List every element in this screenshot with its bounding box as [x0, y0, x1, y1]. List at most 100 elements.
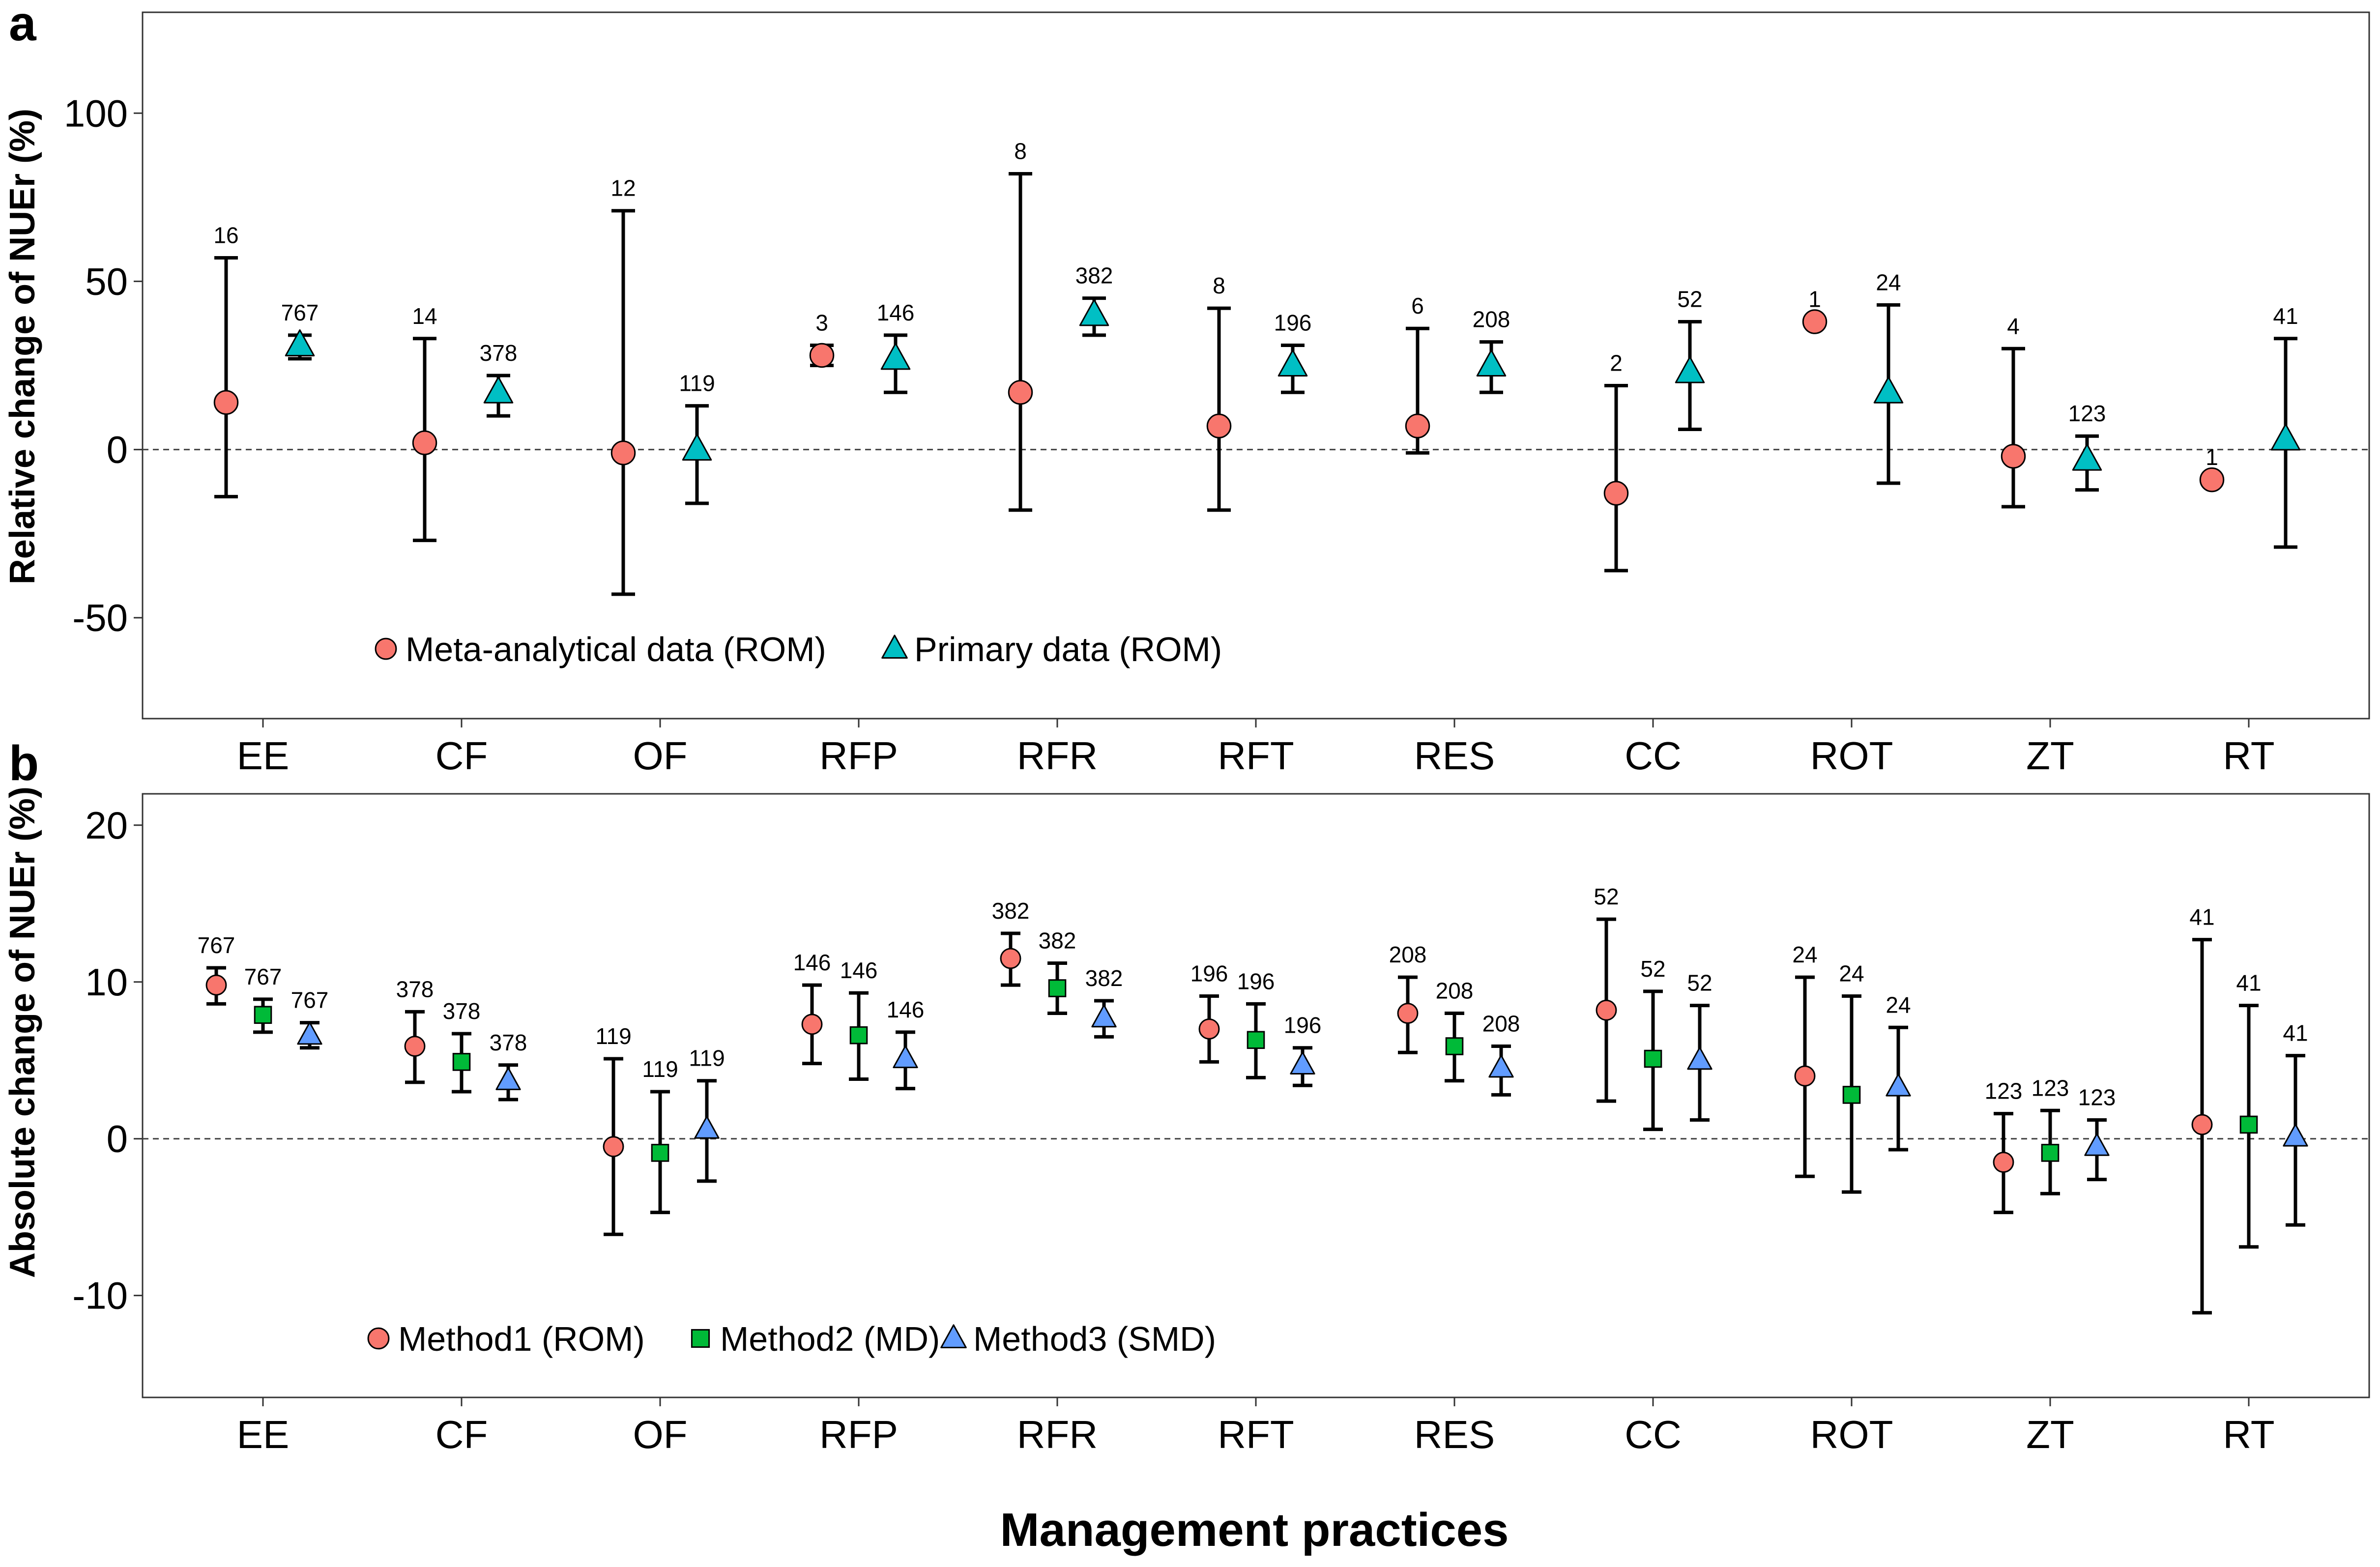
panel-b-data-point [495, 1067, 521, 1090]
panel-a-data-point [682, 434, 712, 461]
panel-a-xtick-label: RFR [1017, 734, 1098, 778]
panel-b-sample-size-label: 382 [992, 898, 1030, 924]
panel-b-data-point [254, 1006, 272, 1024]
panel-a-sample-size-label: 12 [610, 175, 636, 201]
panel-b-sample-size-label: 119 [642, 1056, 678, 1082]
panel-b-sample-size-label: 24 [1839, 960, 1864, 986]
panel-a-sample-size-label: 378 [480, 340, 518, 366]
panel-b-xtick-label: OF [633, 1413, 687, 1456]
x-axis-label: Management practices [1000, 1504, 1509, 1556]
panel-b-legend-key [940, 1324, 967, 1348]
panel-a-data-point [1277, 349, 1308, 377]
panel-b-sample-size-label: 378 [490, 1030, 527, 1055]
panel-a-sample-size-label: 8 [1213, 273, 1225, 298]
panel-a-legend-label: Meta-analytical data (ROM) [406, 630, 826, 668]
panel-a-data-point [1603, 481, 1629, 506]
panel-a-sample-size-label: 123 [2068, 401, 2106, 426]
panel-b-ytick-label: -10 [72, 1274, 128, 1317]
panel-b-legend-label: Method1 (ROM) [398, 1320, 645, 1358]
panel-a-sample-size-label: 2 [1610, 350, 1623, 376]
panel-a-xtick-label: RFT [1218, 734, 1294, 778]
panel-b-xtick-label: CC [1625, 1413, 1682, 1456]
panel-a-xtick-label: RES [1414, 734, 1495, 778]
panel-b-data-point [1842, 1086, 1861, 1104]
panel-b-xtick-label: RES [1414, 1413, 1495, 1456]
panel-b-sample-size-label: 208 [1482, 1011, 1520, 1037]
panel-b-sample-size-label: 378 [396, 976, 434, 1002]
panel-a-sample-size-label: 6 [1411, 293, 1424, 319]
panel-a-ytick-label: 100 [64, 91, 128, 135]
panel-b-sample-size-label: 41 [2236, 970, 2261, 996]
panel-b-series-1: 767 378 119 146 382 196 208 52 24 123 41 [198, 884, 2215, 1315]
panel-b-sample-size-label: 196 [1284, 1013, 1322, 1038]
panel-b-sample-size-label: 196 [1190, 960, 1228, 986]
panel-a-xtick-label: ROT [1810, 734, 1893, 778]
panel-a-xtick-label: EE [237, 734, 290, 778]
panel-b-data-point [1198, 1018, 1220, 1040]
panel-b-sample-size-label: 123 [1985, 1078, 2023, 1104]
panel-a-xtick-label: RFP [819, 734, 898, 778]
panel-b-sample-size-label: 378 [443, 998, 481, 1024]
panel-b-sample-size-label: 52 [1687, 970, 1712, 996]
panel-a-sample-size-label: 196 [1274, 310, 1312, 335]
panel-b-sample-size-label: 52 [1594, 884, 1619, 909]
panel-b-sample-size-label: 208 [1436, 978, 1474, 1004]
panel-a-data-point [1206, 413, 1232, 438]
panel-b-ytick-label: 10 [85, 960, 128, 1004]
panel-b-data-point [1000, 948, 1021, 969]
panel-b-data-point [893, 1045, 918, 1069]
panel-b-sample-size-label: 196 [1237, 968, 1275, 994]
panel-a-legend-key [375, 638, 397, 660]
panel-a-xtick-label: CF [435, 734, 488, 778]
panel-b-data-point [849, 1026, 868, 1045]
panel-b-data-point [1290, 1051, 1315, 1074]
panel-a-data-point [1008, 379, 1033, 405]
panel-a-sample-size-label: 119 [679, 371, 715, 396]
panel-a-legend: Meta-analytical data (ROM) Primary data (… [375, 630, 1222, 668]
panel-b-sample-size-label: 146 [840, 958, 878, 983]
panel-a-sample-size-label: 41 [2273, 303, 2298, 329]
panel-b-sample-size-label: 123 [2032, 1075, 2069, 1101]
panel-a-sample-size-label: 767 [281, 300, 319, 325]
panel-b-data-point [1091, 1004, 1117, 1028]
panel-a-data-point [610, 440, 636, 465]
panel-a-data-point [880, 343, 911, 370]
panel-a-data-point [1079, 299, 1109, 326]
panel-a-sample-size-label: 1 [2206, 444, 2218, 470]
panel-b-xtick-label: RFR [1017, 1413, 1098, 1456]
panel-a-data-point [1405, 413, 1430, 438]
panel-b-data-point [1644, 1049, 1662, 1068]
panel-a-ytick-label: 0 [107, 428, 128, 471]
panel-a-ylabel: Relative change of NUEr (%) [3, 109, 42, 584]
panel-b-sample-size-label: 52 [1640, 956, 1665, 982]
panel-a-data-point [2001, 444, 2026, 469]
panel-b-sample-size-label: 146 [793, 950, 831, 975]
panel-b-letter: b [9, 736, 39, 791]
panel-a-data-point [2199, 467, 2225, 493]
panel-b-sample-size-label: 382 [1039, 928, 1076, 953]
panel-a-data-point [1802, 309, 1828, 334]
panel-a-data-point [2270, 423, 2301, 451]
panel-b-xtick-label: RFP [819, 1413, 898, 1456]
panel-b-legend-label: Method2 (MD) [720, 1320, 940, 1358]
panel-a-ytick-label: 50 [85, 260, 128, 303]
panel-b-xtick-label: RT [2223, 1413, 2274, 1456]
panel-b-sample-size-label: 146 [887, 997, 925, 1022]
panel-b-data-point [297, 1021, 322, 1045]
panel-b-legend: Method1 (ROM) Method2 (MD) Method3 (SMD) [367, 1320, 1216, 1358]
panel-b-data-point [1445, 1037, 1464, 1055]
panel-b-data-point [651, 1144, 669, 1162]
panel-a: a Relative change of NUEr (%) -50 0 50 100 E… [3, 0, 2370, 778]
panel-b: b Absolute change of NUEr (%) -10 0 10 20 EE… [3, 736, 2370, 1456]
panel-b-data-point [1247, 1031, 1265, 1049]
panel-b-xtick-label: RFT [1218, 1413, 1294, 1456]
panel-a-plot-frame [142, 11, 2370, 720]
panel-a-legend-label: Primary data (ROM) [914, 630, 1222, 668]
panel-b-ylabel: Absolute change of NUEr (%) [3, 786, 42, 1278]
panel-b-data-point [1687, 1046, 1712, 1070]
panel-b-data-point [2084, 1133, 2110, 1156]
panel-a-data-point [2072, 443, 2102, 471]
